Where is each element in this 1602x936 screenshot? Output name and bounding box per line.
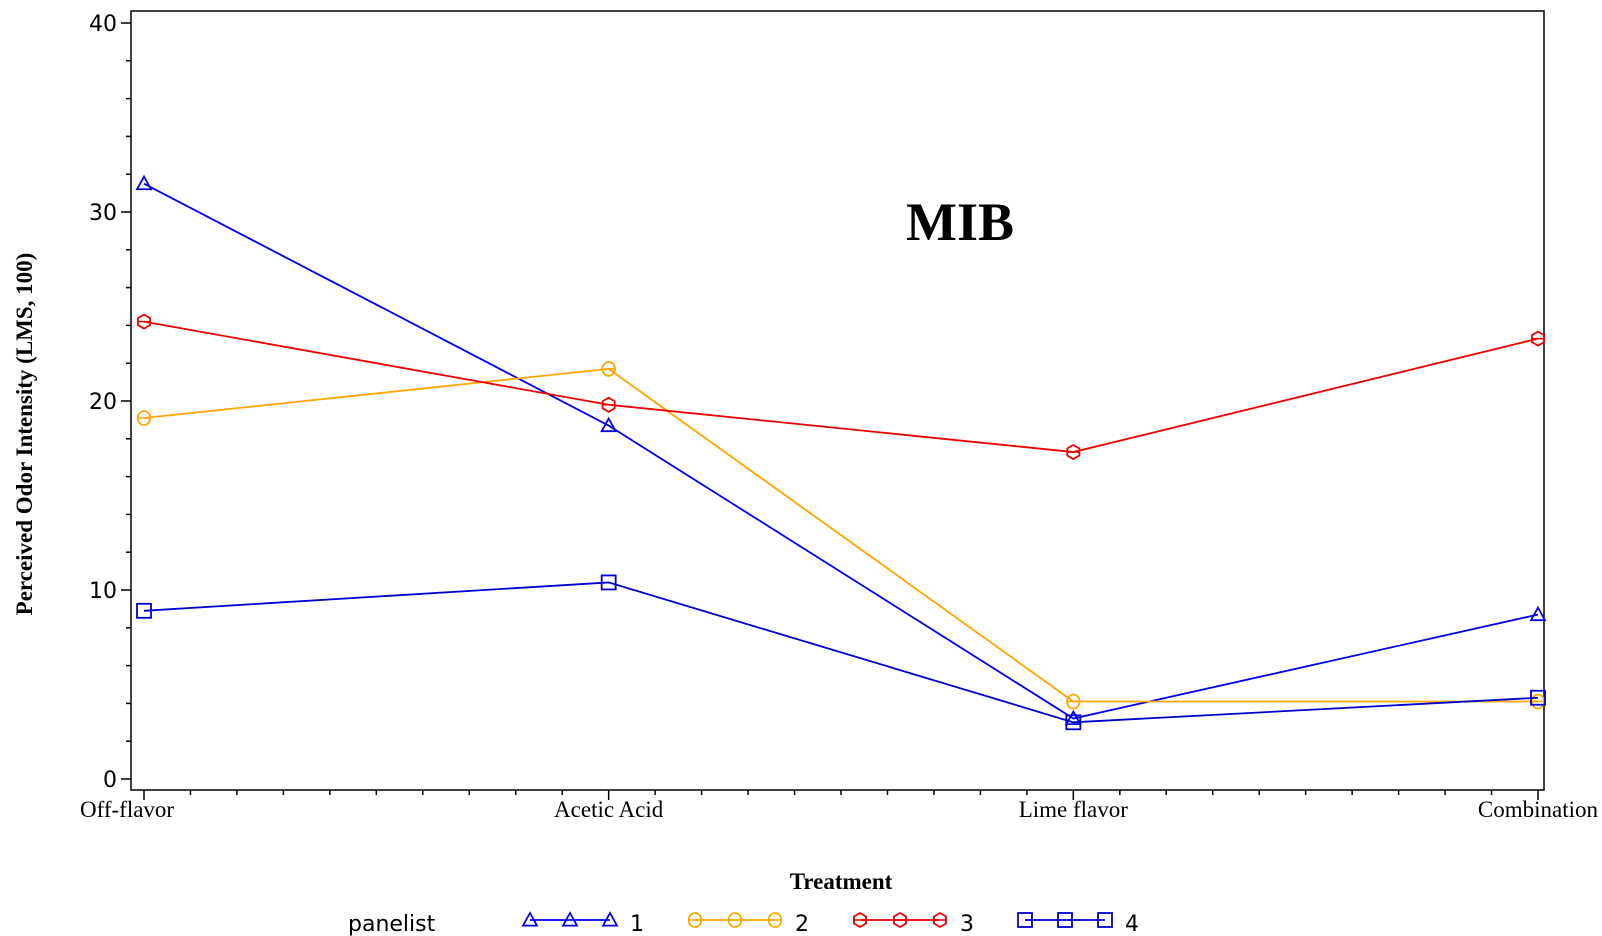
- hexagon-marker: [1531, 330, 1545, 347]
- x-tick-label: Lime flavor: [1019, 797, 1129, 822]
- square-marker: [1057, 912, 1073, 928]
- hexagon-marker: [853, 911, 867, 929]
- legend-label: 1: [630, 912, 644, 936]
- legend-label: 2: [795, 912, 809, 936]
- square-marker: [600, 574, 617, 591]
- series-line: [143, 581, 1539, 724]
- hexagon-marker: [601, 396, 616, 413]
- series-layer: [135, 174, 1547, 731]
- square-marker: [1017, 912, 1033, 928]
- y-tick-label: 30: [89, 201, 117, 226]
- series-line: [143, 182, 1539, 720]
- series-1: [135, 174, 1547, 726]
- legend-title: panelist: [348, 912, 436, 936]
- y-axis: 0 10 20 30 40: [89, 12, 131, 793]
- plot-frame: [130, 10, 1545, 791]
- chart-title: MIB: [906, 192, 1014, 252]
- series-line: [143, 367, 1538, 703]
- triangle-marker: [561, 911, 579, 927]
- hexagon-marker: [933, 911, 947, 929]
- x-axis-title: Treatment: [790, 869, 893, 894]
- y-axis-title: Perceived Odor Intensity (LMS, 100): [12, 253, 37, 616]
- legend-item: 1: [521, 911, 644, 936]
- triangle-marker: [1529, 605, 1547, 622]
- square-marker: [1097, 912, 1113, 928]
- legend: panelist 1 2 3 4: [348, 911, 1139, 936]
- square-marker: [1530, 689, 1546, 706]
- y-tick-label: 0: [103, 768, 117, 793]
- legend-item: 3: [853, 911, 974, 936]
- x-tick-label: Off-flavor: [80, 797, 174, 822]
- square-marker: [136, 602, 152, 619]
- hexagon-marker: [1066, 443, 1081, 461]
- hexagon-marker: [137, 313, 151, 330]
- square-marker: [1065, 714, 1082, 731]
- legend-label: 4: [1125, 912, 1139, 936]
- legend-item: 2: [687, 912, 809, 936]
- series-4: [136, 574, 1546, 731]
- triangle-marker: [521, 911, 539, 927]
- y-tick-label: 20: [89, 390, 117, 415]
- legend-label: 3: [960, 912, 974, 936]
- legend-item: 4: [1017, 912, 1139, 936]
- x-tick-label: Combination: [1478, 797, 1599, 822]
- hexagon-marker: [893, 911, 907, 929]
- triangle-marker: [1064, 709, 1082, 726]
- series-3: [137, 313, 1545, 461]
- triangle-marker: [601, 911, 619, 927]
- x-axis: Off-flavor Acetic Acid Lime flavor Combinat…: [80, 790, 1598, 822]
- triangle-marker: [135, 174, 153, 191]
- x-tick-label: Acetic Acid: [554, 797, 664, 822]
- y-tick-label: 10: [89, 579, 117, 604]
- series-line: [143, 320, 1539, 453]
- triangle-marker: [600, 416, 618, 433]
- y-tick-label: 40: [89, 12, 117, 37]
- series-2: [136, 360, 1546, 710]
